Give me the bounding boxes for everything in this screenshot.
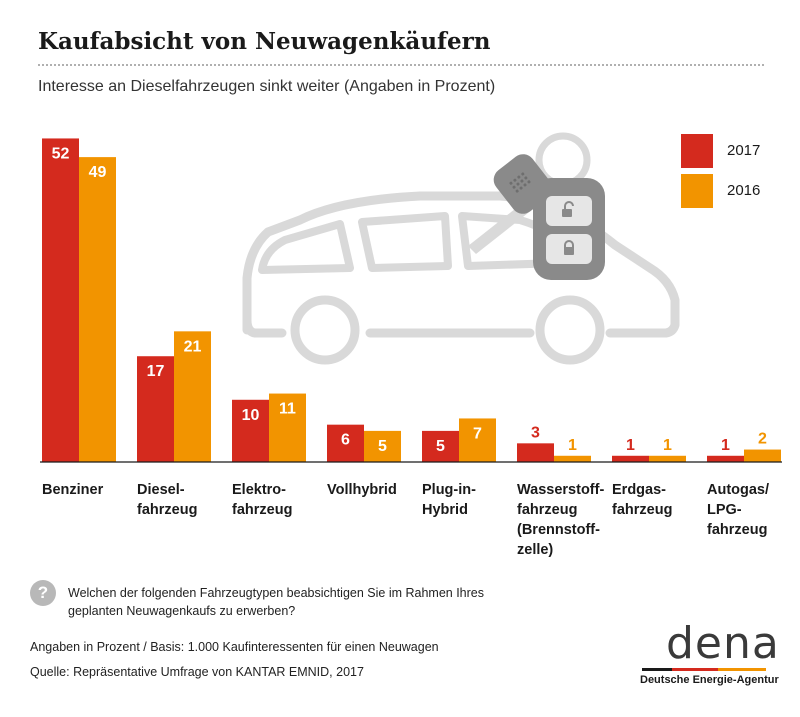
source-note: Quelle: Repräsentative Umfrage von KANTA…: [30, 665, 364, 679]
bar-2016-2: [269, 393, 306, 462]
data-label-2016-4: 7: [473, 425, 482, 442]
data-label-2016-3: 5: [378, 438, 387, 455]
bar-2017-4: [422, 430, 459, 462]
logo-stripe-black: [642, 668, 672, 671]
category-label-1: Diesel- fahrzeug: [137, 482, 198, 518]
category-label-7: Autogas/ LPG- fahrzeug: [707, 482, 770, 538]
data-label-2017-4: 5: [436, 438, 445, 455]
bar-2017-1: [137, 356, 174, 462]
title-divider: [38, 64, 764, 66]
data-label-2017-2: 10: [242, 407, 260, 424]
basis-note: Angaben in Prozent / Basis: 1.000 Kaufin…: [30, 640, 439, 654]
bar-2017-7: [707, 455, 744, 462]
bar-2016-6: [649, 455, 686, 462]
dena-logo-wordmark: dena: [666, 618, 780, 669]
chart-title: Kaufabsicht von Neuwagenkäufern: [38, 28, 491, 55]
data-label-2017-6: 1: [626, 437, 635, 454]
bar-2016-3: [364, 430, 401, 462]
data-label-2016-6: 1: [663, 437, 672, 454]
category-label-4: Plug-in- Hybrid: [422, 482, 476, 518]
chart-subtitle: Interesse an Dieselfahrzeugen sinkt weit…: [38, 78, 496, 95]
category-label-2: Elektro- fahrzeug: [232, 482, 293, 518]
data-label-2017-7: 1: [721, 437, 730, 454]
data-label-2017-0: 52: [52, 145, 70, 162]
legend-swatch-2017: [681, 134, 713, 168]
bar-2016-7: [744, 449, 781, 462]
bar-2017-3: [327, 424, 364, 462]
data-label-2017-1: 17: [147, 363, 165, 380]
logo-stripe-red: [672, 668, 718, 671]
legend-swatch-2016: [681, 174, 713, 208]
category-label-0: Benziner: [42, 482, 104, 498]
bar-2016-1: [174, 331, 211, 462]
dena-logo-tagline: Deutsche Energie-Agentur: [640, 674, 779, 686]
bar-2016-5: [554, 455, 591, 462]
data-label-2016-1: 21: [184, 338, 202, 355]
question-icon: ?: [30, 580, 56, 606]
data-label-2016-5: 1: [568, 437, 577, 454]
bar-2016-4: [459, 418, 496, 462]
data-label-2017-5: 3: [531, 424, 540, 441]
legend-label-2016: 2016: [727, 182, 761, 199]
data-label-2016-0: 49: [89, 164, 107, 181]
question-text: Welchen der folgenden Fahrzeugtypen beab…: [68, 586, 484, 618]
data-label-2017-3: 6: [341, 432, 350, 449]
bar-2016-0: [79, 157, 116, 462]
legend-label-2017: 2017: [727, 142, 761, 159]
data-label-2016-2: 11: [279, 401, 296, 418]
category-label-3: Vollhybrid: [327, 482, 397, 498]
data-label-2016-7: 2: [758, 431, 767, 448]
category-label-5: Wasserstoff- fahrzeug (Brennstoff- zelle…: [517, 482, 605, 558]
category-label-6: Erdgas- fahrzeug: [612, 482, 673, 518]
bar-2017-5: [517, 443, 554, 462]
bar-2017-6: [612, 455, 649, 462]
car-with-key-icon: [242, 132, 680, 365]
logo-stripe-orange: [718, 668, 766, 671]
bar-2017-2: [232, 399, 269, 462]
bar-2017-0: [42, 138, 79, 462]
